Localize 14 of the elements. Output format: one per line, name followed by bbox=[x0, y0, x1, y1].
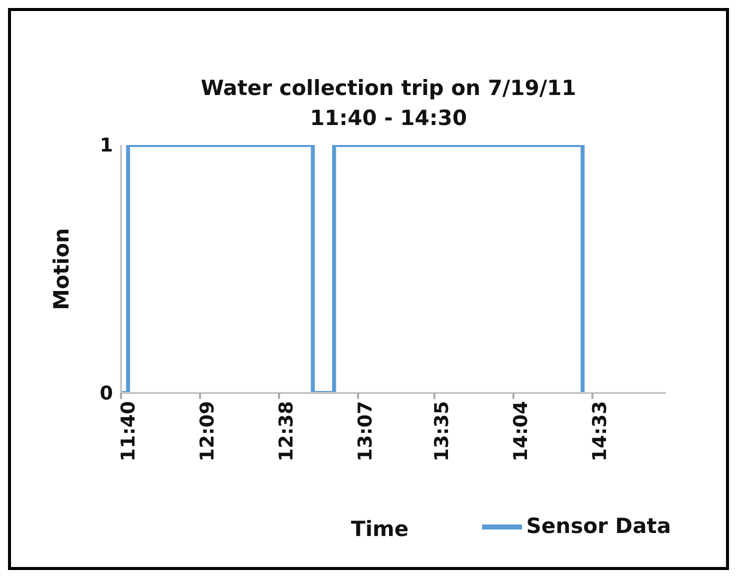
y-tick-label: 1 bbox=[100, 134, 113, 157]
x-axis-title: Time bbox=[351, 517, 409, 541]
x-tick-label: 13:07 bbox=[354, 401, 377, 462]
chart-subtitle: 11:40 - 14:30 bbox=[308, 105, 468, 132]
chart-title: Water collection trip on 7/19/11 bbox=[200, 75, 578, 102]
x-tick-label: 11:40 bbox=[117, 401, 140, 462]
x-tick-label: 14:33 bbox=[588, 401, 611, 462]
x-tick-label: 12:09 bbox=[196, 401, 219, 462]
y-axis-title: Motion bbox=[49, 228, 74, 310]
x-tick-label: 14:04 bbox=[510, 401, 532, 462]
x-tick-label: 12:38 bbox=[276, 401, 298, 462]
y-tick-label: 0 bbox=[100, 382, 113, 405]
legend-label: Sensor Data bbox=[526, 514, 671, 538]
x-tick-label: 13:35 bbox=[430, 401, 453, 462]
